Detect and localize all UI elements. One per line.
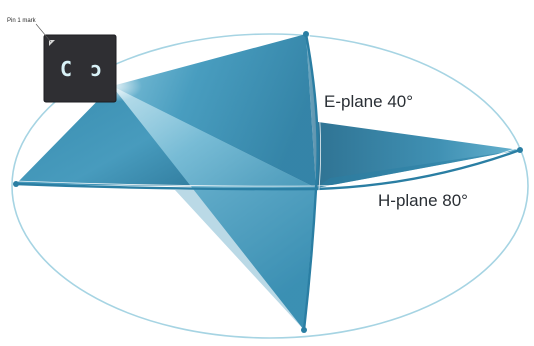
h-plane-right-beam-shade xyxy=(316,150,520,188)
e-plane-bottom-endpoint xyxy=(301,327,307,333)
h-plane-axis-highlight xyxy=(15,146,521,187)
e-plane-upper-edge-shade xyxy=(306,34,318,188)
h-plane-right-endpoint xyxy=(517,147,523,153)
h-plane-right-beam xyxy=(316,122,520,188)
h-plane-label: H-plane 80° xyxy=(378,191,468,210)
e-plane-label: E-plane 40° xyxy=(324,92,413,111)
chip-body xyxy=(43,34,117,103)
h-plane-left-endpoint xyxy=(13,181,19,187)
e-plane-axis-highlight xyxy=(306,33,322,331)
chip-left-element: C xyxy=(60,57,72,81)
e-plane-lower-beam-shade xyxy=(175,188,316,330)
h-plane-axis xyxy=(15,148,521,191)
chip-right-element: ɔ xyxy=(90,57,102,81)
e-plane-upper-beam xyxy=(112,34,316,188)
e-plane-top-endpoint xyxy=(303,31,309,37)
e-plane-axis xyxy=(302,33,319,331)
pattern-boundary-ellipse xyxy=(11,33,529,339)
e-plane-lower-beam xyxy=(112,86,316,330)
pin-1-mark-label: Pin 1 mark xyxy=(7,18,37,24)
antenna-chip: C ɔ xyxy=(43,34,117,103)
pin-1-leader-line xyxy=(35,23,52,43)
